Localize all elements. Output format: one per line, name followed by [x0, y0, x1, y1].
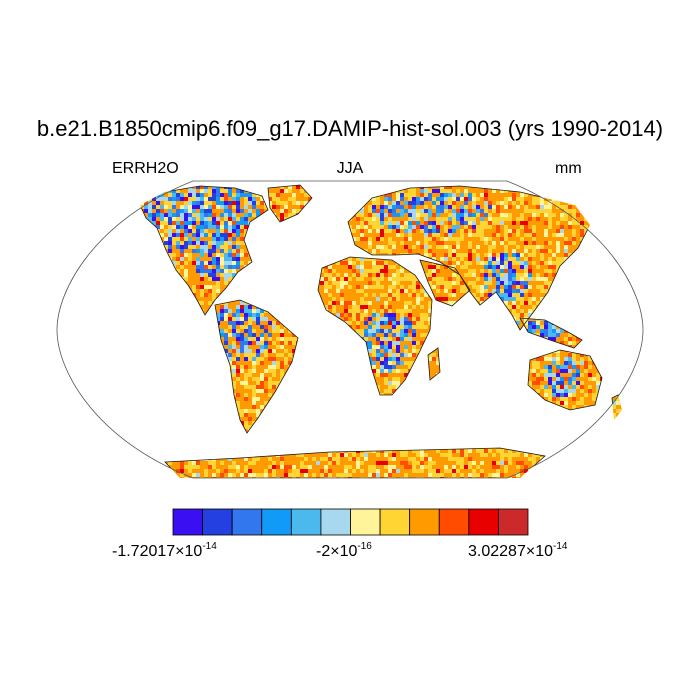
units-label: mm — [555, 160, 582, 177]
colorbar-min-label: -1.72017×10-14 — [112, 541, 217, 560]
colorbar-max-label: 3.02287×10-14 — [468, 541, 568, 560]
coastlines — [139, 184, 623, 478]
season-label: JJA — [336, 160, 364, 177]
variable-label: ERRH2O — [112, 160, 179, 177]
globe-outline — [56, 180, 644, 479]
colorbar-mid-label: -2×10-16 — [316, 541, 372, 560]
map-title: b.e21.B1850cmip6.f09_g17.DAMIP-hist-sol.… — [36, 116, 664, 141]
land-data-field — [140, 185, 622, 478]
